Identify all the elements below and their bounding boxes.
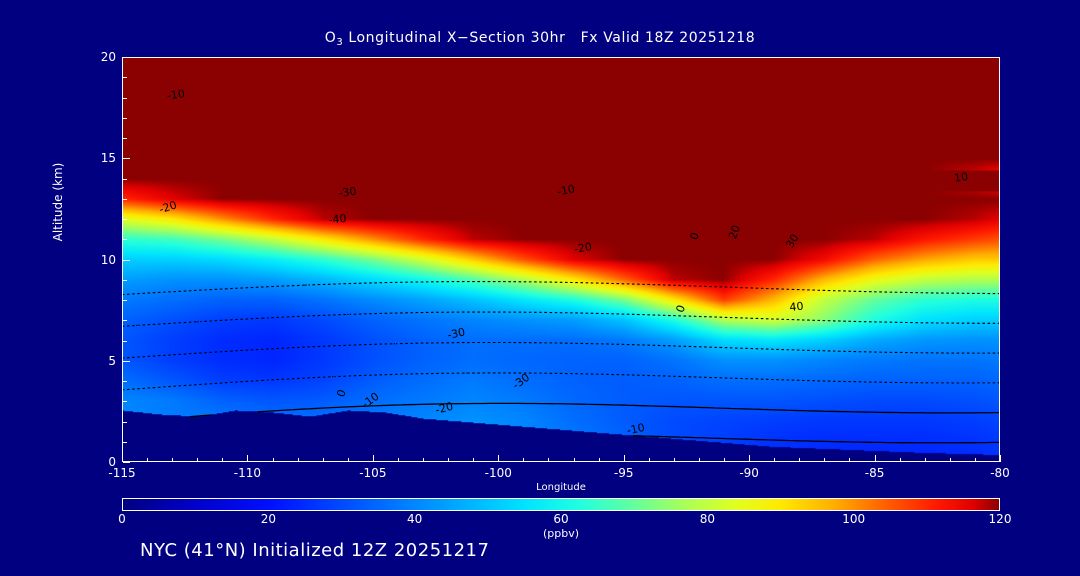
x-tick-label: -105 <box>359 466 387 480</box>
y-axis-tickmark <box>123 239 127 241</box>
title-species: O <box>324 30 337 46</box>
colorbar-tick-label: 40 <box>407 512 423 526</box>
colorbar-tick-label: 20 <box>260 512 276 526</box>
y-axis-tickmark <box>123 300 127 301</box>
x-axis-tickmark <box>197 458 199 462</box>
x-axis-tickmark <box>423 458 425 462</box>
x-axis-tickmark <box>473 458 475 462</box>
x-axis-tickmark <box>673 458 675 462</box>
x-axis-tickmark <box>899 458 901 462</box>
y-axis-label: Altitude (km) <box>51 162 65 242</box>
x-tick-label: -90 <box>739 466 759 480</box>
y-tick-label: 5 <box>108 353 116 368</box>
colorbar-unit-label: (ppbv) <box>542 527 580 540</box>
y-axis-tickmark <box>123 320 127 322</box>
x-axis-tickmark <box>824 458 826 462</box>
x-axis-tickmark <box>648 458 650 462</box>
ozone-field-heatmap <box>123 58 999 461</box>
y-axis-tickmark <box>123 360 130 362</box>
colorbar-tick-label: 80 <box>699 512 715 526</box>
y-tick-label: 20 <box>100 50 116 64</box>
y-axis-tickmark <box>123 219 127 220</box>
y-axis-tickmark <box>123 421 127 423</box>
x-axis-tickmark <box>297 458 299 462</box>
x-axis-tickmark <box>372 455 374 462</box>
x-axis-tickmark <box>347 458 349 462</box>
y-axis-ticks: 0 5 10 15 20 <box>68 50 116 469</box>
x-axis-tickmark <box>448 458 450 462</box>
y-tick-label: 10 <box>100 252 116 267</box>
y-axis-tickmark <box>123 462 130 463</box>
x-axis-tickmark <box>272 458 274 462</box>
x-axis-tickmark <box>949 458 951 462</box>
y-tick-label: 0 <box>108 455 116 469</box>
y-axis-tickmark <box>123 259 130 261</box>
footer-caption: NYC (41°N) Initialized 12Z 20251217 <box>140 540 490 561</box>
colorbar <box>122 498 1000 511</box>
y-axis-tickmark <box>123 178 127 180</box>
colorbar-tick-label: 60 <box>553 512 569 526</box>
colorbar-gradient <box>122 498 1000 511</box>
x-axis-tickmark <box>874 455 876 462</box>
x-axis-tickmark <box>974 458 976 462</box>
x-axis-ticks: -115 -110 -105 -100 -95 -90 -85 -80 <box>108 466 1009 484</box>
x-tick-label: -85 <box>864 466 885 480</box>
y-axis-tickmark <box>123 158 130 160</box>
y-tick-label: 15 <box>100 151 116 166</box>
x-tick-label: -100 <box>484 466 512 480</box>
x-axis-tickmark <box>548 458 550 462</box>
x-axis-tickmark <box>724 458 726 462</box>
colorbar-tick-label: 0 <box>118 512 126 526</box>
x-tick-label: -110 <box>233 466 262 480</box>
x-axis-tickmark <box>397 458 399 462</box>
x-axis-tickmark <box>749 455 751 462</box>
colorbar-ticks: 0 20 40 60 80 100 120 <box>118 512 1011 528</box>
x-axis-tickmark <box>924 458 926 462</box>
x-axis-tickmark <box>498 455 500 462</box>
x-axis-tickmark <box>1000 455 1001 462</box>
chart-title: O3 Longitudinal X−Section 30hr Fx Valid … <box>0 30 1080 48</box>
x-axis-tickmark <box>799 458 801 462</box>
y-axis-tickmark <box>123 381 127 382</box>
x-axis-tickmark <box>573 458 575 462</box>
x-axis-tickmark <box>122 455 123 462</box>
colorbar-tick-label: 120 <box>988 512 1012 526</box>
title-rest: Longitudinal X−Section 30hr Fx Valid 18Z… <box>343 30 756 46</box>
x-tick-label: -95 <box>613 466 634 480</box>
x-axis-tickmark <box>774 458 776 462</box>
x-axis-tickmark <box>247 455 249 462</box>
x-axis-tickmark <box>322 458 324 462</box>
y-axis-tickmark <box>123 77 127 79</box>
title-species-subscript: 3 <box>336 37 344 48</box>
y-axis-tickmark <box>123 97 127 99</box>
y-axis-tickmark <box>123 279 127 281</box>
x-axis-tickmark <box>698 458 700 462</box>
x-axis-tickmark <box>849 458 851 462</box>
y-axis-tickmark <box>123 441 127 443</box>
x-axis-tickmark <box>172 458 174 462</box>
x-axis-tickmark <box>523 458 525 462</box>
y-axis-tickmark <box>123 340 127 342</box>
x-axis-tickmark <box>598 458 600 462</box>
plot-area: -10 -20 -30 -40 -10 -20 -30 -30 -20 -10 -10 0 0 0 20 30… <box>122 57 1000 462</box>
x-tick-label: -115 <box>108 466 136 480</box>
y-axis-tickmark <box>123 401 127 403</box>
y-axis-tickmark <box>123 117 127 119</box>
x-tick-label: -80 <box>990 466 1010 480</box>
x-axis-tickmark <box>623 455 625 462</box>
y-axis-tickmark <box>123 198 127 200</box>
x-axis-label: Longitude <box>536 482 586 493</box>
colorbar-tick-label: 100 <box>842 512 866 526</box>
y-axis-tickmark <box>123 57 130 58</box>
x-axis-tickmark <box>222 458 224 462</box>
y-axis-tickmark <box>123 138 127 139</box>
x-axis-tickmark <box>147 458 149 462</box>
